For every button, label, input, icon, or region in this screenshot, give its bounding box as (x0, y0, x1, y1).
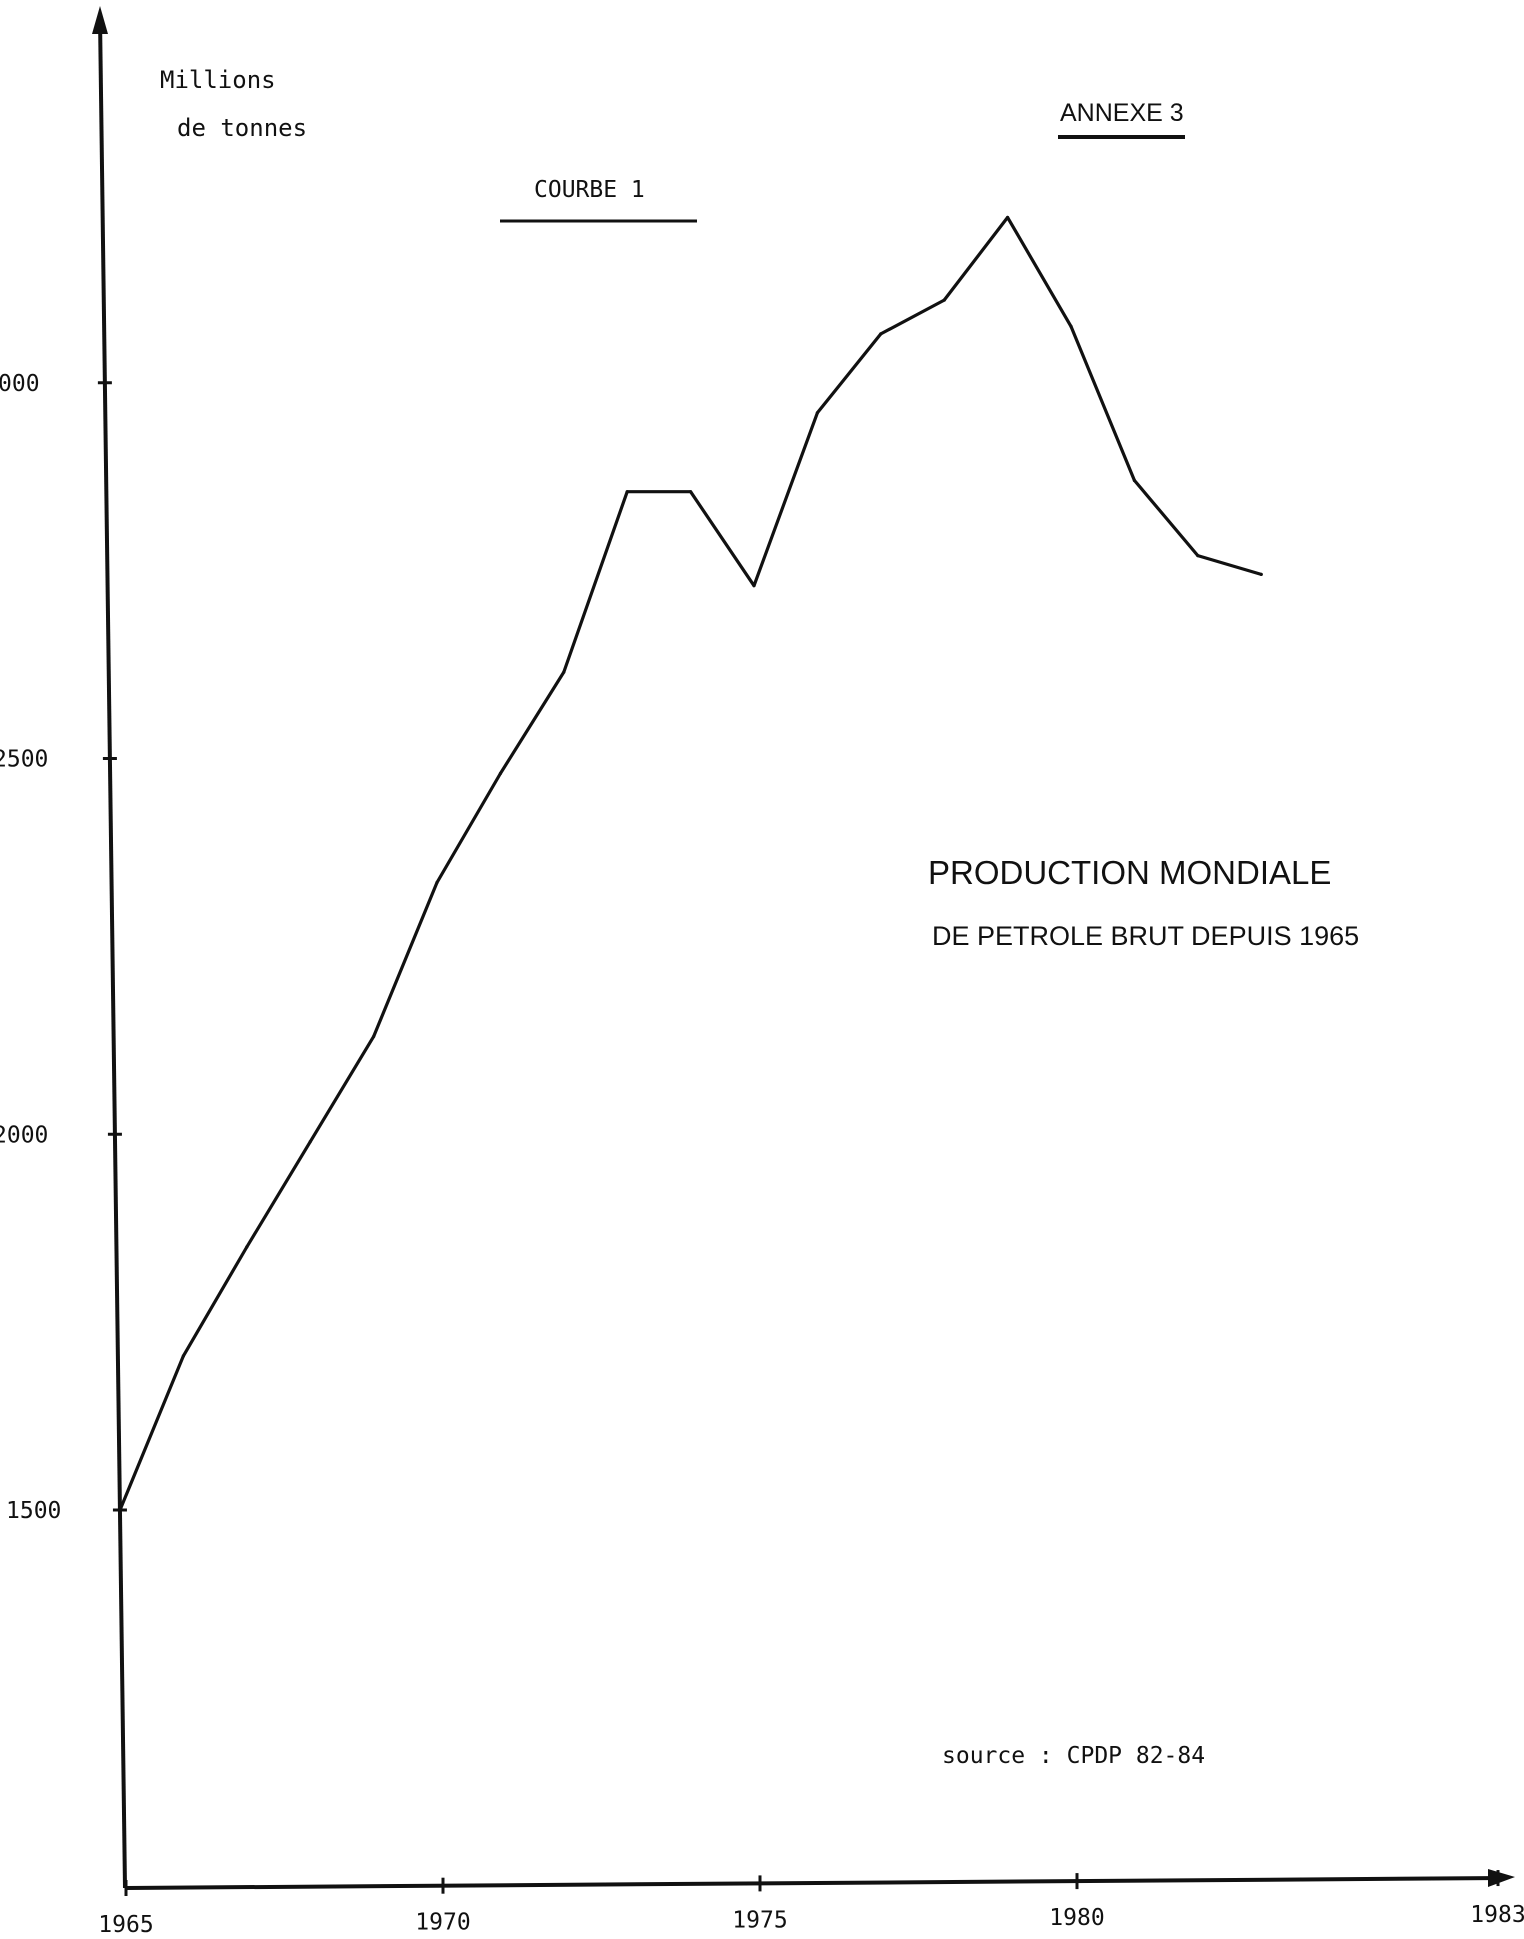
data-point (435, 880, 439, 885)
data-point (1069, 324, 1073, 328)
y-tick-label: 2500 (0, 747, 48, 773)
x-axis-line (124, 1876, 1506, 1890)
y-axis-title-line1: Millions (160, 66, 276, 94)
data-point (1259, 572, 1263, 576)
data-point (308, 1140, 312, 1144)
y-axis-line (98, 17, 127, 1889)
y-tick-label: 2000 (0, 1122, 48, 1148)
data-point (562, 670, 566, 674)
y-axis-arrow-icon (92, 6, 108, 34)
x-axis-arrow-icon (1488, 1869, 1515, 1887)
y-tick-label: 000 (0, 371, 40, 397)
x-tick-label: 1975 (732, 1907, 787, 1933)
data-point (625, 490, 629, 494)
data-point (1006, 215, 1010, 220)
data-point (118, 1508, 122, 1512)
annex-label: ANNEXE 3 (1060, 99, 1184, 127)
data-point (879, 332, 883, 336)
data-point (752, 584, 756, 588)
x-tick-label: 1980 (1049, 1905, 1104, 1931)
ticks: 1500 2000 2500 000 1965 1970 1975 1980 1983 (0, 371, 1524, 1938)
data-point (942, 298, 946, 302)
y-tick-label: 1500 (6, 1498, 61, 1524)
data-point (181, 1354, 185, 1358)
curve-label: COURBE 1 (534, 177, 645, 203)
data-point (815, 411, 820, 415)
x-tick-label: 1983 (1470, 1902, 1524, 1928)
data-point (372, 1034, 376, 1039)
x-tick-label: 1970 (415, 1910, 470, 1936)
series (118, 215, 1263, 1512)
y-axis-title-line2: de tonnes (177, 114, 307, 142)
data-point (1132, 478, 1136, 483)
data-point (498, 771, 502, 776)
source-label: source : CPDP 82-84 (942, 1743, 1205, 1769)
chart-title-line1: PRODUCTION MONDIALE (928, 854, 1331, 891)
x-tick-label: 1965 (98, 1912, 153, 1938)
axes (92, 6, 1515, 1890)
data-point (245, 1245, 249, 1249)
chart-title-line2: DE PETROLE BRUT DEPUIS 1965 (932, 921, 1359, 951)
data-point (689, 490, 693, 494)
data-point (1196, 553, 1200, 558)
